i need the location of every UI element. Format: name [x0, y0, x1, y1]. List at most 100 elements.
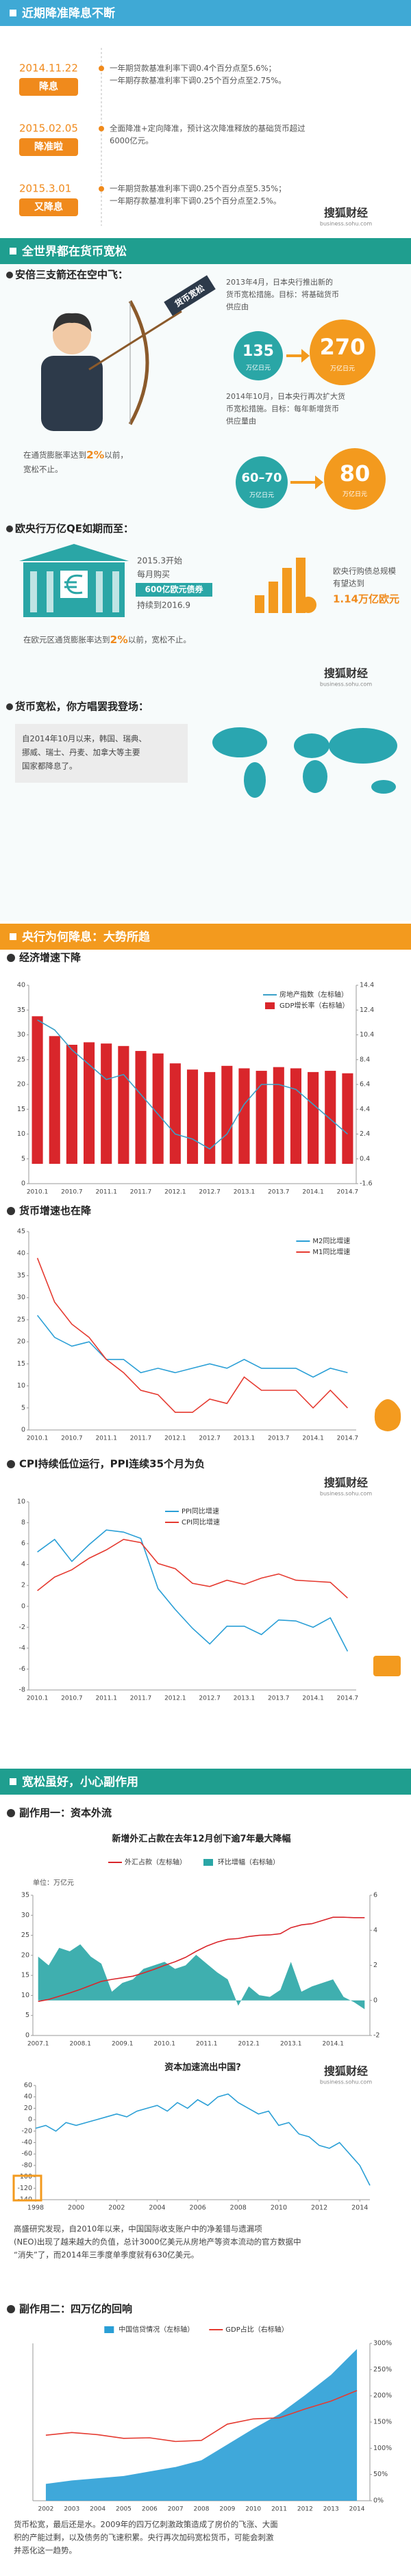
y-tick-label: 25: [17, 1056, 25, 1063]
basket-icon: [373, 1656, 401, 1676]
x-tick-label: 2014.1: [322, 2041, 344, 2048]
japan-text: 2014年10月，日本央行再次扩大货: [226, 391, 345, 401]
block-heading: 货币宽松，你方唱罢我登场：: [15, 701, 149, 713]
europe-text: 每月购买: [137, 569, 170, 580]
timeline-text: 一年期存款基准利率下调0.25个百分点至2.5%。: [110, 196, 281, 206]
paragraph: 并恶化这一趋势。: [14, 2546, 77, 2555]
y2-tick-label: 50%: [373, 2471, 388, 2478]
section-title: 近期降准降息不断: [22, 6, 115, 21]
y-tick-label: 10: [17, 1130, 25, 1138]
x-tick-label: 2010.7: [61, 1695, 83, 1702]
bullet: [7, 954, 15, 962]
bar: [84, 1042, 95, 1164]
circle-unit: 万亿日元: [246, 364, 271, 372]
x-tick-label: 2005: [116, 2506, 132, 2513]
y-tick-label: 35: [21, 1892, 29, 1899]
y-tick-label: 30: [21, 1912, 29, 1919]
unit-label: 单位：万亿元: [33, 1878, 74, 1887]
circle-unit: 万亿日元: [342, 490, 367, 498]
x-tick-label: 2011.1: [95, 1189, 117, 1196]
paragraph: 高盛研究发现，自2010年以来，中国国际收支账户中的净差错与遗漏项: [14, 2224, 262, 2234]
map-continent: [244, 762, 266, 798]
coin-stack: [255, 595, 264, 613]
y-tick-label: 6: [21, 1540, 25, 1548]
y-tick-label: 10: [17, 1498, 25, 1506]
x-tick-label: 1998: [27, 2204, 44, 2212]
x-tick-label: 2014.7: [337, 1695, 359, 1702]
arrow: [290, 476, 323, 489]
y2-tick-label: 2.4: [360, 1130, 370, 1138]
x-tick-label: 2010.1: [27, 1435, 49, 1442]
bar: [186, 1069, 199, 1164]
x-tick-label: 2013.1: [234, 1189, 256, 1196]
x-tick-label: 2011.1: [196, 2041, 218, 2048]
section-title: 全世界都在货币宽松: [21, 244, 127, 259]
y2-tick-label: -1.6: [360, 1180, 373, 1188]
building-column: [30, 571, 37, 612]
legend-label: GDP增长率（右标轴）: [279, 1001, 349, 1010]
text-part: 以前，: [104, 450, 128, 460]
japan-text: 供应由: [226, 302, 249, 311]
euro-sign: [64, 574, 83, 595]
value-circle: [324, 448, 386, 510]
x-tick-label: 2012.1: [164, 1189, 186, 1196]
bar: [66, 1045, 77, 1164]
y2-tick-label: 0.4: [360, 1155, 370, 1162]
paragraph: “消失”了，而2014年三季度单季度就有630亿美元。: [14, 2250, 199, 2260]
text-part: 2%: [110, 634, 129, 646]
europe-text: 2015.3开始: [137, 556, 182, 566]
bar: [204, 1071, 216, 1164]
subhead: 副作用一：资本外流: [19, 1807, 112, 1819]
timeline-text: 一年期存款基准利率下调0.25个百分点至2.75%。: [110, 76, 286, 86]
bar: [290, 1068, 301, 1164]
y2-tick-label: 4.4: [360, 1106, 370, 1113]
bullet: [6, 703, 13, 710]
x-tick-label: 2014.7: [337, 1189, 359, 1196]
bar: [101, 1043, 112, 1164]
y-tick-label: 40: [24, 2093, 32, 2100]
y-tick-label: -6: [19, 1665, 25, 1673]
bar: [49, 1036, 60, 1164]
world-text: 自2014年10月以来，韩国、瑞典、: [22, 734, 147, 744]
x-tick-label: 2014.7: [337, 1435, 359, 1442]
y2-tick-label: 0: [373, 1996, 377, 2004]
x-tick-label: 2014.1: [302, 1435, 324, 1442]
section-title: 宽松虽好，小心副作用: [22, 1775, 138, 1789]
x-tick-label: 2012.1: [238, 2041, 260, 2048]
y-tick-label: 5: [21, 1155, 25, 1162]
section-icon: [10, 248, 16, 255]
line-series: [36, 1314, 348, 1378]
europe-text: 有望达到: [333, 579, 364, 588]
y2-tick-label: 250%: [373, 2366, 392, 2373]
x-tick-label: 2011.7: [130, 1189, 152, 1196]
legend-label: M1同比增速: [312, 1247, 350, 1256]
y-tick-label: -60: [21, 2150, 32, 2158]
x-tick-label: 2010.1: [27, 1695, 49, 1702]
bullet: [7, 1809, 15, 1817]
bar: [152, 1053, 164, 1164]
y-tick-label: 5: [25, 2012, 29, 2019]
x-tick-label: 2004: [149, 2204, 165, 2212]
building-column: [112, 571, 119, 612]
coin-stack: [282, 568, 292, 613]
x-tick-label: 2014: [351, 2204, 368, 2212]
abacus-icon: [12, 2174, 42, 2202]
y2-tick-label: 200%: [373, 2392, 392, 2399]
line-series: [38, 1916, 365, 2002]
japan-note: 宽松不止。: [23, 465, 63, 474]
y-tick-label: 25: [21, 1931, 29, 1939]
x-tick-label: 2010.7: [61, 1189, 83, 1196]
y-tick-label: 15: [17, 1106, 25, 1113]
y2-tick-label: 4: [373, 1927, 377, 1934]
y-tick-label: 45: [17, 1228, 25, 1236]
bullet: [7, 1460, 15, 1468]
logo-name: 搜狐财经: [324, 2065, 368, 2078]
x-tick-label: 2012: [297, 2506, 313, 2513]
y2-tick-label: 10.4: [360, 1031, 374, 1039]
timeline-tag-box: [19, 138, 78, 156]
japan-note: 在通货膨胀率达到2%以前，: [23, 449, 128, 461]
x-tick-label: 2013.1: [234, 1435, 256, 1442]
x-tick-label: 2012.7: [199, 1695, 221, 1702]
coin: [300, 597, 316, 613]
